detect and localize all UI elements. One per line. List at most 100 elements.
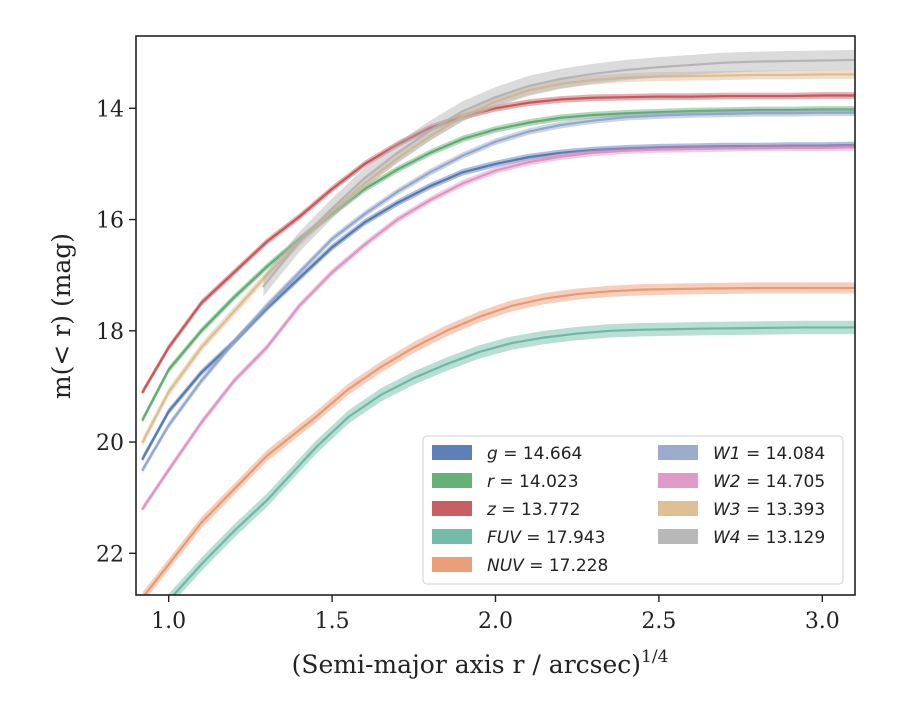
series-W3-point (788, 74, 791, 76)
series-z-point (331, 188, 333, 190)
series-z-point (429, 126, 432, 129)
legend-label-NUV: NUV = 17.228 (487, 556, 608, 576)
series-g-point (788, 144, 791, 147)
series-W1-point (559, 124, 562, 126)
series-r-point (265, 265, 268, 268)
series-g-point (527, 156, 530, 159)
series-W1-point (527, 130, 530, 133)
series-FUV-point (510, 342, 513, 344)
series-W2-point (559, 155, 562, 158)
series-r-point (494, 128, 497, 131)
series-NUV-point (347, 388, 350, 391)
series-g-point (625, 147, 628, 150)
series-g-point (363, 221, 366, 224)
series-g-point (141, 457, 144, 460)
series-g-point (821, 144, 824, 147)
series-W4-point (756, 60, 758, 63)
x-tick-label: 2.0 (478, 609, 513, 634)
series-g-point (559, 151, 562, 154)
series-g-point (167, 410, 170, 413)
series-g-point (200, 371, 203, 374)
series-W1-point (756, 112, 758, 115)
series-W4-point (331, 207, 333, 210)
series-W1-point (167, 424, 170, 427)
series-FUV-point (478, 351, 481, 353)
series-z-point (723, 95, 726, 97)
series-W1-point (298, 271, 301, 274)
series-W4-point (494, 96, 497, 99)
series-W1-point (821, 111, 824, 114)
legend-label-FUV: FUV = 17.943 (487, 528, 605, 548)
series-NUV-point (200, 521, 203, 524)
y-tick-label: 14 (96, 97, 124, 122)
series-W1-point (461, 154, 464, 157)
series-g-band (142, 141, 855, 463)
series-z-point (265, 240, 268, 243)
series-W1-point (233, 341, 235, 343)
series-FUV-point (641, 328, 644, 331)
series-W3-point (690, 75, 693, 77)
series-g-point (690, 145, 693, 148)
legend-label-g: g = 14.664 (487, 444, 582, 464)
series-NUV-point (412, 346, 415, 349)
series-NUV-point (805, 287, 807, 289)
series-W2-point (141, 507, 144, 510)
series-W3-point (821, 73, 824, 76)
series-FUV-point (543, 336, 546, 339)
series-FUV-point (445, 363, 448, 366)
series-W2-point (200, 421, 203, 424)
series-FUV (167, 320, 855, 595)
series-r-point (821, 108, 824, 111)
series-W4-point (723, 61, 726, 64)
series-W1-point (429, 171, 432, 174)
series-r-point (396, 168, 399, 171)
series-W3-point (527, 89, 530, 92)
legend-swatch-W4 (658, 529, 698, 544)
legend-swatch-W1 (658, 445, 698, 460)
series-W4-point (821, 59, 824, 62)
series-r-point (167, 368, 170, 371)
x-axis-title-superscript: 1/4 (641, 647, 668, 667)
series-g-point (331, 246, 333, 249)
series-r-point (429, 151, 432, 154)
series-W2-point (690, 148, 693, 150)
series-z-point (756, 95, 758, 97)
series-W3-point (265, 274, 268, 277)
series-W1-point (396, 190, 399, 193)
series-W1-point (658, 114, 660, 117)
series-W1-point (788, 112, 791, 115)
legend-label-r: r = 14.023 (487, 472, 579, 492)
series-W2-point (494, 169, 497, 172)
series-NUV-point (478, 315, 481, 318)
series-r (141, 106, 855, 424)
series-W1-point (363, 213, 366, 215)
series-W3-point (396, 157, 399, 160)
series-W3-point (625, 76, 628, 79)
series-W2-point (756, 146, 758, 149)
series-z-point (658, 95, 660, 98)
x-axis: 1.0 1.5 2.0 2.5 3.0 (151, 595, 840, 634)
legend-label-W3: W3 = 13.393 (713, 500, 825, 520)
x-tick-label: 1.5 (315, 609, 350, 634)
series-z-point (494, 107, 497, 110)
series-W3-point (331, 210, 333, 213)
series-W4-point (262, 285, 265, 288)
series-W4-point (690, 64, 693, 66)
series-NUV-point (576, 293, 579, 295)
series-W3-point (141, 441, 144, 443)
series-W4-point (559, 77, 562, 80)
series-r-point (233, 296, 235, 299)
legend-label-z: z = 13.772 (486, 500, 580, 520)
series-W4-point (788, 60, 791, 62)
series-W2-point (298, 304, 301, 307)
series-W4-point (658, 66, 660, 69)
y-tick-label: 22 (96, 542, 124, 567)
series-W3-point (363, 182, 366, 185)
series-g-point (429, 185, 432, 188)
series-W3-point (494, 100, 497, 103)
legend-label-W2: W2 = 14.705 (713, 472, 825, 492)
series-z (141, 92, 855, 396)
series-FUV-point (756, 327, 758, 329)
series-r-point (527, 121, 530, 124)
